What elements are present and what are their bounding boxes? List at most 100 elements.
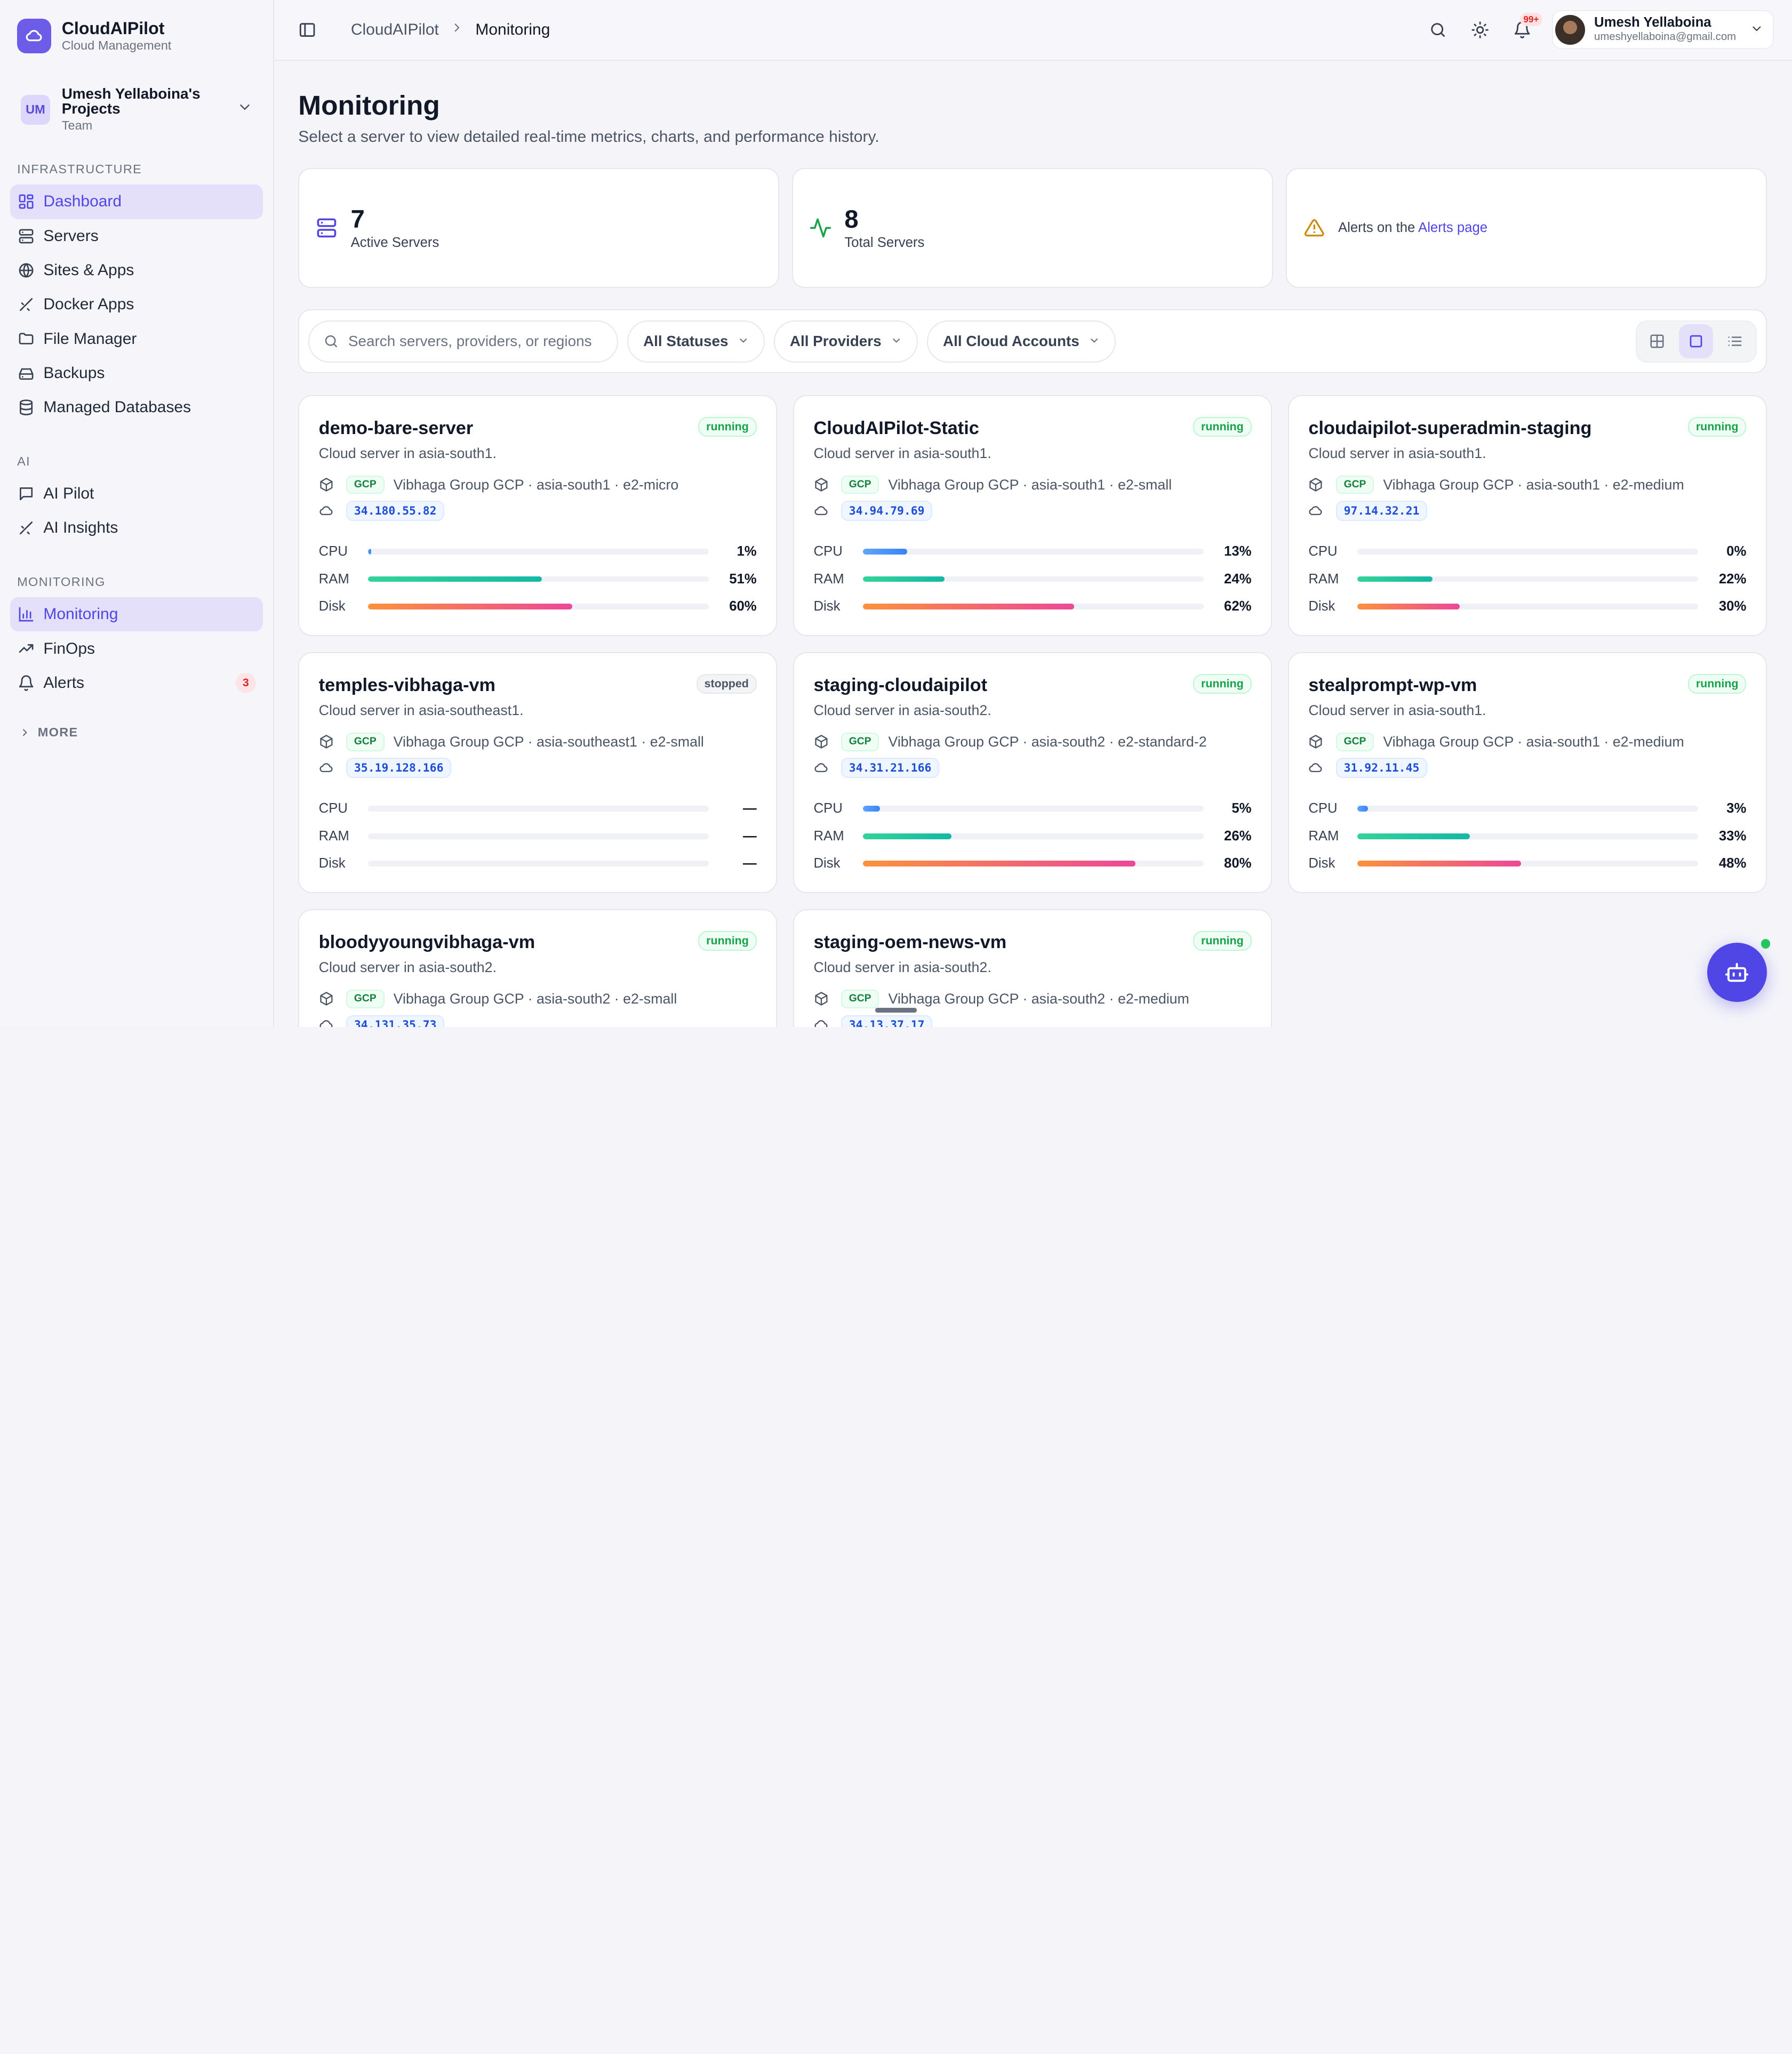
status-filter[interactable]: All Statuses <box>627 320 765 363</box>
project-switcher[interactable]: UM Umesh Yellaboina's Projects Team <box>9 85 264 135</box>
disk-bar-fill <box>1357 604 1460 609</box>
server-meta: GCP Vibhaga Group GCP · asia-south1 · e2… <box>1308 732 1746 751</box>
cpu-bar-fill <box>367 549 372 555</box>
ram-bar-fill <box>367 576 542 582</box>
ram-bar <box>367 833 709 839</box>
sidebar-toggle-icon[interactable] <box>289 12 326 49</box>
chevron-down-icon <box>1750 19 1764 40</box>
provider-badge: GCP <box>841 732 879 751</box>
sidebar-item-finops[interactable]: FinOps <box>10 631 263 665</box>
grid-view-icon[interactable] <box>1640 324 1674 358</box>
metric-label: CPU <box>1308 801 1338 816</box>
sidebar-item-label: Servers <box>43 227 99 245</box>
sidebar-nav: INFRASTRUCTURE Dashboard Servers Sites & Ap… <box>0 162 273 700</box>
server-meta: GCP Vibhaga Group GCP · asia-southeast1 … <box>319 732 757 751</box>
chevron-down-icon <box>738 333 749 350</box>
bot-icon <box>1725 962 1749 982</box>
grid-icon <box>17 192 35 211</box>
metric-cpu: CPU 1% <box>319 538 757 565</box>
cube-icon <box>1308 734 1324 749</box>
alert-count-badge: 3 <box>235 672 257 694</box>
server-card[interactable]: staging-oem-news-vm running Cloud server… <box>793 909 1272 1028</box>
ip-address[interactable]: 35.19.128.166 <box>346 758 452 778</box>
ram-bar <box>862 576 1204 582</box>
disk-bar <box>367 861 709 866</box>
ram-bar <box>1357 576 1699 582</box>
sidebar-item-label: AI Pilot <box>43 485 94 503</box>
sidebar-item-label: AI Insights <box>43 519 118 537</box>
provider-filter[interactable]: All Providers <box>774 320 918 363</box>
metrics: CPU 0% RAM 22% Disk <box>1308 538 1746 620</box>
metric-value: 48% <box>1718 856 1747 871</box>
sidebar-item-alerts[interactable]: Alerts 3 <box>10 666 263 700</box>
ai-assistant-button[interactable] <box>1707 939 1771 1002</box>
provider-badge: GCP <box>346 732 385 751</box>
disk-bar <box>862 604 1204 609</box>
content: Monitoring Select a server to view detai… <box>274 61 1792 1028</box>
server-card[interactable]: temples-vibhaga-vm stopped Cloud server … <box>298 652 778 894</box>
list-view-icon[interactable] <box>1718 324 1752 358</box>
metric-ram: RAM 26% <box>814 823 1252 850</box>
notification-bell-icon[interactable]: 99+ <box>1504 12 1542 49</box>
metric-label: Disk <box>813 856 841 871</box>
card-view-icon[interactable] <box>1679 324 1714 359</box>
sidebar-item-managed-databases[interactable]: Managed Databases <box>10 390 263 424</box>
sidebar-item-ai-insights[interactable]: AI Insights <box>10 511 263 545</box>
server-card[interactable]: cloudaipilot-superadmin-staging running … <box>1287 395 1767 637</box>
scrollbar-thumb[interactable] <box>875 1007 917 1013</box>
brand[interactable]: CloudAIPilot Cloud Management <box>0 0 273 55</box>
server-description: Cloud server in asia-south2. <box>813 959 991 976</box>
server-name: temples-vibhaga-vm <box>318 675 496 695</box>
ip-address[interactable]: 31.92.11.45 <box>1335 758 1428 778</box>
cloud-icon <box>814 760 830 775</box>
sidebar-item-docker-apps[interactable]: Docker Apps <box>10 287 263 322</box>
search-box[interactable] <box>308 320 619 363</box>
sidebar-item-monitoring[interactable]: Monitoring <box>10 597 263 632</box>
stat-alerts: Alerts on the Alerts page <box>1285 167 1767 288</box>
theme-sun-icon[interactable] <box>1462 12 1499 49</box>
user-menu[interactable]: Umesh Yellaboina umeshyellaboina@gmail.c… <box>1551 10 1774 50</box>
ip-address[interactable]: 97.14.32.21 <box>1335 501 1428 521</box>
sidebar-item-ai-pilot[interactable]: AI Pilot <box>10 477 263 511</box>
metrics: CPU 3% RAM 33% Disk <box>1308 795 1746 877</box>
metric-value: 26% <box>1224 828 1252 844</box>
cloud-account-filter[interactable]: All Cloud Accounts <box>927 320 1116 363</box>
server-name: staging-oem-news-vm <box>813 932 1007 952</box>
metric-value: — <box>742 856 757 871</box>
folder-icon <box>17 330 35 348</box>
ip-address[interactable]: 34.94.79.69 <box>841 501 933 521</box>
more-toggle[interactable]: MORE <box>0 725 273 740</box>
server-card[interactable]: staging-cloudaipilot running Cloud serve… <box>793 652 1272 894</box>
metric-value: 0% <box>1726 544 1747 559</box>
sidebar-item-label: Backups <box>43 364 105 382</box>
server-card[interactable]: bloodyyoungvibhaga-vm running Cloud serv… <box>298 909 778 1028</box>
ip-address[interactable]: 34.13.37.17 <box>841 1015 933 1028</box>
status-badge: running <box>1193 930 1252 951</box>
breadcrumb-root[interactable]: CloudAIPilot <box>350 20 439 38</box>
sidebar-item-file-manager[interactable]: File Manager <box>10 322 263 356</box>
ip-address[interactable]: 34.180.55.82 <box>346 501 445 521</box>
sidebar-item-servers[interactable]: Servers <box>10 219 263 253</box>
server-icon <box>315 216 338 239</box>
stat-active-servers: 7 Active Servers <box>298 167 780 288</box>
sidebar-item-dashboard[interactable]: Dashboard <box>10 184 263 219</box>
server-card[interactable]: stealprompt-wp-vm running Cloud server i… <box>1287 652 1767 894</box>
server-meta: GCP Vibhaga Group GCP · asia-south1 · e2… <box>319 475 757 494</box>
server-meta: GCP Vibhaga Group GCP · asia-south2 · e2… <box>319 990 757 1008</box>
status-badge: running <box>1687 416 1747 437</box>
sidebar-item-sites-apps[interactable]: Sites & Apps <box>10 253 263 287</box>
ip-address[interactable]: 34.131.35.73 <box>346 1015 445 1028</box>
search-icon[interactable] <box>1419 12 1456 49</box>
server-card[interactable]: demo-bare-server running Cloud server in… <box>298 395 778 637</box>
server-name: bloodyyoungvibhaga-vm <box>318 932 535 952</box>
status-badge: running <box>698 416 757 437</box>
server-description: Cloud server in asia-southeast1. <box>318 702 524 719</box>
metric-label: CPU <box>318 801 348 816</box>
alerts-page-link[interactable]: Alerts page <box>1418 220 1488 235</box>
server-card[interactable]: CloudAIPilot-Static running Cloud server… <box>793 395 1272 637</box>
ip-row: 34.180.55.82 <box>319 501 757 521</box>
search-input[interactable] <box>348 333 604 350</box>
metric-disk: Disk 48% <box>1308 850 1746 877</box>
ip-address[interactable]: 34.31.21.166 <box>841 758 940 778</box>
sidebar-item-backups[interactable]: Backups <box>10 356 263 390</box>
